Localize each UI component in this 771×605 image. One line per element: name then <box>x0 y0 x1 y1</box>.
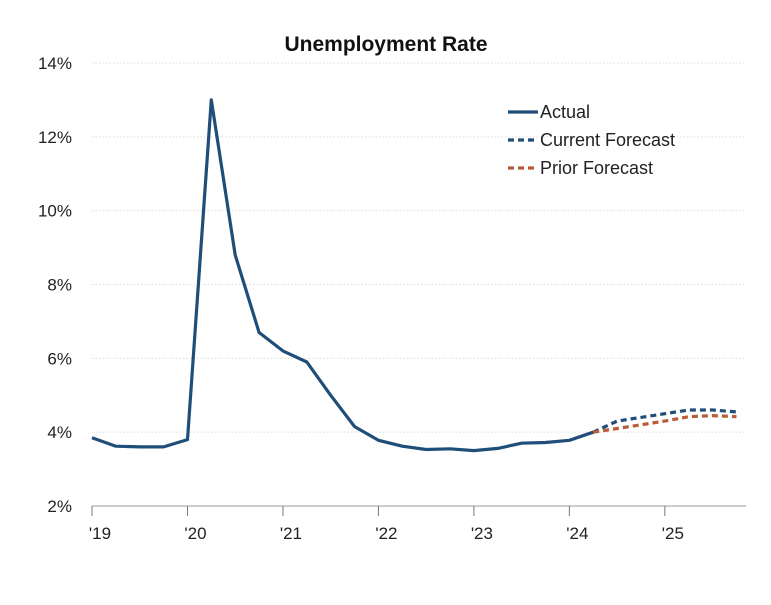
series-lines <box>91 98 737 453</box>
series-line-actual <box>91 98 594 453</box>
x-tick-label: '25 <box>662 524 684 543</box>
legend-label: Prior Forecast <box>540 158 653 178</box>
series-line-current-forecast <box>592 408 737 434</box>
x-tick-label: '23 <box>471 524 493 543</box>
y-tick-label: 14% <box>38 54 72 73</box>
x-tick-label: '20 <box>184 524 206 543</box>
x-tick-label: '24 <box>566 524 588 543</box>
x-tick-label: '19 <box>89 524 111 543</box>
legend-label: Current Forecast <box>540 130 675 150</box>
axes: 2% 4% 6% 8% 10% 12% 14% '19 '20 '21 '22 '23 '24 '25 <box>38 54 746 543</box>
legend-label: Actual <box>540 102 590 122</box>
y-tick-label: 12% <box>38 128 72 147</box>
x-tick-label: '22 <box>375 524 397 543</box>
y-tick-label: 6% <box>47 349 72 368</box>
series-line-prior-forecast <box>592 414 737 434</box>
legend: Actual Current Forecast Prior Forecast <box>508 102 675 178</box>
y-tick-label: 4% <box>47 423 72 442</box>
x-tick-label: '21 <box>280 524 302 543</box>
chart-title: Unemployment Rate <box>284 33 487 56</box>
y-tick-label: 8% <box>47 276 72 295</box>
y-tick-label: 10% <box>38 202 72 221</box>
gridlines <box>92 62 746 507</box>
y-tick-label: 2% <box>47 497 72 516</box>
